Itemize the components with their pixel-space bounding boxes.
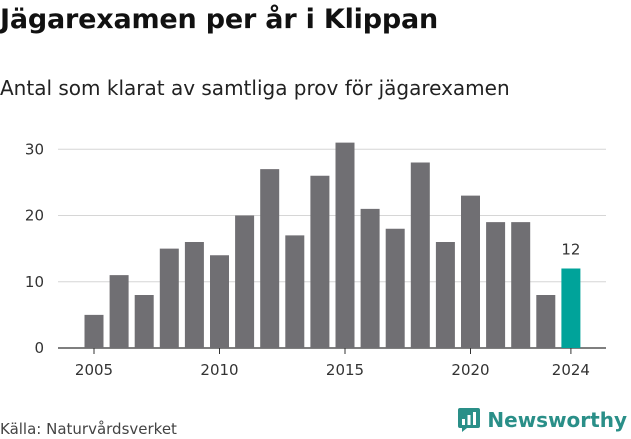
bar-2021 <box>486 222 506 348</box>
bar-2016 <box>360 208 380 348</box>
bar-2008 <box>159 248 179 348</box>
bar-2015 <box>335 142 355 348</box>
bar-2024 <box>561 268 581 348</box>
bars <box>84 142 581 348</box>
chart-subtitle: Antal som klarat av samtliga prov för jä… <box>0 76 510 100</box>
chart-title: Jägarexamen per år i Klippan <box>0 4 439 35</box>
bar-2009 <box>184 242 204 348</box>
bar-2006 <box>109 275 129 348</box>
source-note: Källa: Naturvårdsverket <box>0 420 177 438</box>
bar-2022 <box>511 222 531 348</box>
x-tick-label-2010: 2010 <box>200 361 238 379</box>
x-tick-label-2015: 2015 <box>326 361 364 379</box>
x-tick-label-2020: 2020 <box>451 361 489 379</box>
bar-2013 <box>285 235 305 348</box>
y-tick-label-30: 30 <box>25 140 44 158</box>
y-tick-label-20: 20 <box>25 207 44 225</box>
bar-2012 <box>260 169 280 348</box>
x-tick-label-2024: 2024 <box>552 361 590 379</box>
bar-2007 <box>134 295 154 348</box>
bar-2018 <box>410 162 430 348</box>
bar-2020 <box>461 195 480 348</box>
x-tick-label-2005: 2005 <box>75 361 113 379</box>
bar-2014 <box>310 175 330 348</box>
bar-chart: 0 10 20 30 2005 2010 2015 2020 2024 12 <box>25 140 606 379</box>
bar-2010 <box>210 255 229 348</box>
brand-name: Newsworthy <box>487 408 627 432</box>
bar-chart-speech-icon <box>458 408 481 432</box>
bar-2019 <box>435 242 455 348</box>
labels: 0 10 20 30 2005 2010 2015 2020 2024 12 <box>25 140 590 379</box>
brand-logo: Newsworthy <box>457 407 627 433</box>
bar-2017 <box>385 228 405 348</box>
y-tick-label-10: 10 <box>25 273 44 291</box>
y-tick-label-0: 0 <box>34 339 44 357</box>
bar-2005 <box>84 314 104 348</box>
data-label-2024: 12 <box>561 241 580 259</box>
bar-2023 <box>536 295 556 348</box>
bar-2011 <box>235 215 255 348</box>
